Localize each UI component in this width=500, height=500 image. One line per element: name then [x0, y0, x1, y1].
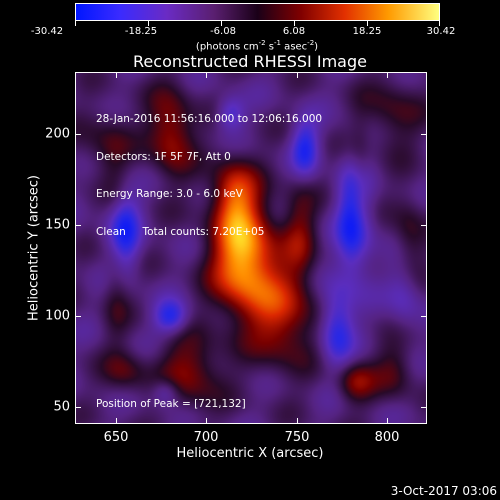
info-energy-range: Energy Range: 3.0 - 6.0 keV	[96, 188, 243, 200]
x-tick	[116, 418, 117, 424]
info-counts: Clean Total counts: 7.20E+05	[96, 225, 265, 238]
peak-position: Position of Peak = [721,132]	[96, 398, 246, 410]
y-tick	[421, 407, 427, 408]
y-tick	[421, 316, 427, 317]
x-tick	[206, 418, 207, 424]
x-tick	[387, 418, 388, 424]
colorbar-label: 30.42	[426, 26, 456, 37]
colorbar-tick	[367, 20, 368, 26]
info-block: 28-Jan-2016 11:56:16.000 to 12:06:16.000…	[96, 88, 322, 263]
image-plot: 28-Jan-2016 11:56:16.000 to 12:06:16.000…	[75, 72, 427, 424]
x-tick	[297, 418, 298, 424]
y-tick	[421, 225, 427, 226]
heatmap-image	[76, 73, 426, 423]
colorbar-label: -6.08	[210, 26, 236, 37]
y-tick	[75, 225, 81, 226]
colorbar-units: (photons cm-2 s-1 asec-2)	[195, 39, 319, 53]
x-tick-label: 700	[193, 430, 219, 445]
x-tick	[116, 72, 117, 78]
info-detectors: Detectors: 1F 5F 7F, Att 0	[96, 150, 231, 163]
colorbar-tick	[221, 20, 222, 26]
y-tick	[75, 134, 81, 135]
info-time-range: 28-Jan-2016 11:56:16.000 to 12:06:16.000	[96, 113, 323, 125]
y-tick-label: 50	[53, 399, 70, 415]
y-tick	[421, 134, 427, 135]
y-tick	[75, 407, 81, 408]
y-tick-label: 150	[45, 217, 70, 233]
x-tick	[387, 72, 388, 78]
colorbar	[75, 3, 440, 21]
image-title: Reconstructed RHESSI Image	[133, 52, 367, 71]
x-tick-label: 650	[103, 430, 129, 445]
timestamp: 3-Oct-2017 03:06	[390, 484, 497, 498]
colorbar-tick	[148, 20, 149, 26]
y-axis-label: Heliocentric Y (arcsec)	[26, 175, 42, 321]
colorbar-tick	[439, 20, 440, 26]
x-axis-label: Heliocentric X (arcsec)	[176, 446, 324, 461]
colorbar-label: -18.25	[124, 26, 158, 37]
colorbar-tick	[75, 20, 76, 26]
colorbar-label: -30.42	[30, 26, 64, 37]
colorbar-label: 18.25	[352, 26, 382, 37]
y-tick	[75, 316, 81, 317]
colorbar-label: 6.08	[282, 26, 306, 37]
x-tick-label: 750	[284, 430, 310, 445]
x-tick	[206, 72, 207, 78]
y-tick-label: 200	[45, 126, 70, 142]
y-tick-label: 100	[45, 308, 70, 324]
x-tick-label: 800	[374, 430, 400, 445]
x-tick	[297, 72, 298, 78]
colorbar-tick	[294, 20, 295, 26]
